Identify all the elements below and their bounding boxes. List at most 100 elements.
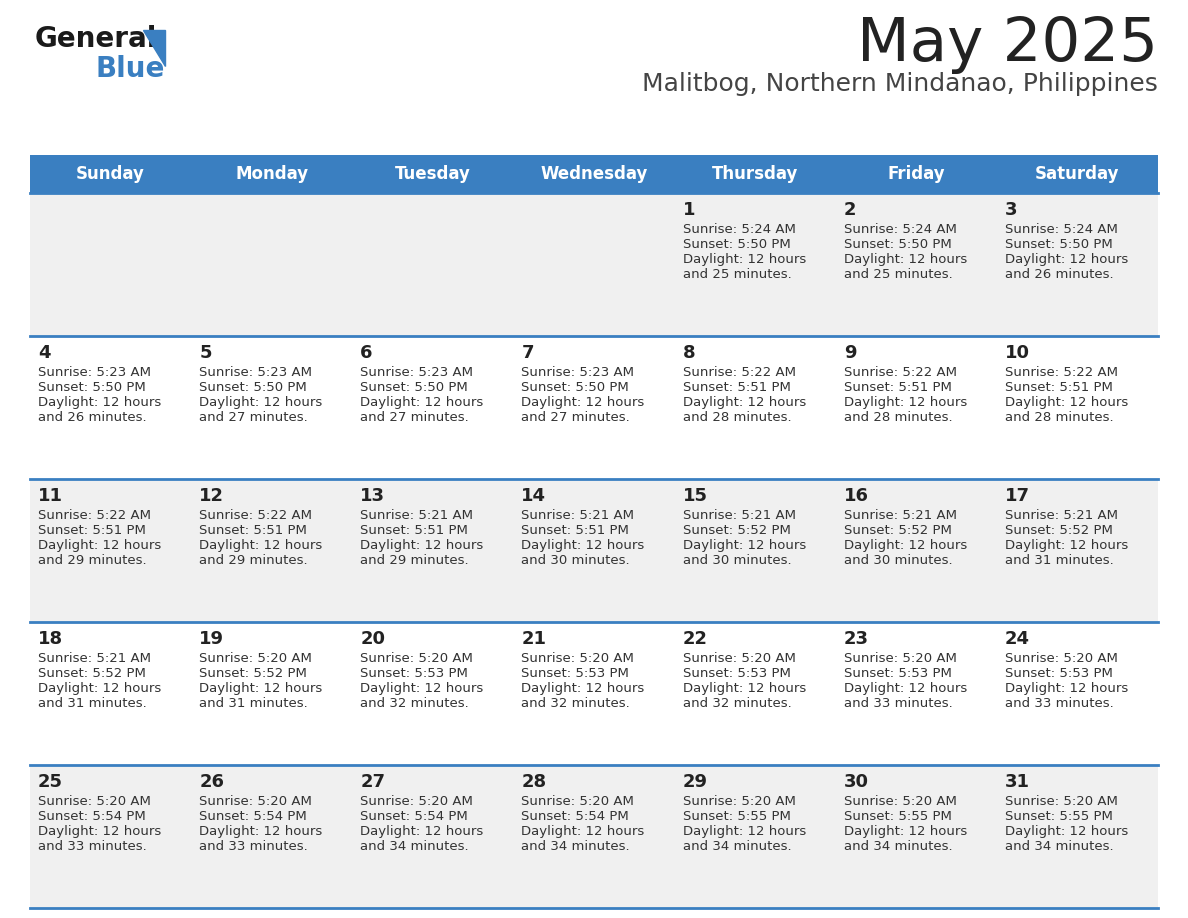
Bar [191, 622, 353, 765]
Text: Tuesday: Tuesday [394, 165, 470, 183]
Bar [191, 479, 353, 622]
Text: Daylight: 12 hours: Daylight: 12 hours [200, 825, 322, 838]
Text: Sunrise: 5:21 AM: Sunrise: 5:21 AM [38, 652, 151, 665]
Text: Sunset: 5:52 PM: Sunset: 5:52 PM [843, 524, 952, 537]
Text: 14: 14 [522, 487, 546, 505]
Bar [30, 479, 191, 622]
Text: Daylight: 12 hours: Daylight: 12 hours [38, 539, 162, 552]
Text: Daylight: 12 hours: Daylight: 12 hours [200, 682, 322, 695]
Text: Sunrise: 5:20 AM: Sunrise: 5:20 AM [38, 795, 151, 808]
Text: Sunrise: 5:23 AM: Sunrise: 5:23 AM [360, 366, 473, 379]
Text: 2: 2 [843, 201, 857, 219]
Bar [513, 155, 675, 193]
Text: 1: 1 [683, 201, 695, 219]
Text: Sunset: 5:51 PM: Sunset: 5:51 PM [360, 524, 468, 537]
Text: Daylight: 12 hours: Daylight: 12 hours [843, 253, 967, 266]
Bar [353, 193, 513, 336]
Text: 21: 21 [522, 630, 546, 648]
Text: Sunset: 5:52 PM: Sunset: 5:52 PM [38, 667, 146, 680]
Bar [191, 336, 353, 479]
Text: and 28 minutes.: and 28 minutes. [683, 411, 791, 424]
Text: Sunrise: 5:21 AM: Sunrise: 5:21 AM [843, 509, 956, 522]
Text: 17: 17 [1005, 487, 1030, 505]
Text: Daylight: 12 hours: Daylight: 12 hours [360, 539, 484, 552]
Text: Sunset: 5:50 PM: Sunset: 5:50 PM [683, 238, 790, 251]
Text: 20: 20 [360, 630, 385, 648]
Bar [997, 622, 1158, 765]
Text: and 31 minutes.: and 31 minutes. [38, 697, 147, 710]
Bar [835, 479, 997, 622]
Text: Sunset: 5:50 PM: Sunset: 5:50 PM [200, 381, 307, 394]
Text: Sunset: 5:55 PM: Sunset: 5:55 PM [683, 810, 790, 823]
Text: Daylight: 12 hours: Daylight: 12 hours [1005, 825, 1129, 838]
Text: Daylight: 12 hours: Daylight: 12 hours [200, 539, 322, 552]
Bar [513, 479, 675, 622]
Text: and 32 minutes.: and 32 minutes. [360, 697, 469, 710]
Bar [675, 193, 835, 336]
Text: and 31 minutes.: and 31 minutes. [1005, 554, 1113, 567]
Text: Sunrise: 5:24 AM: Sunrise: 5:24 AM [1005, 223, 1118, 236]
Text: Sunset: 5:51 PM: Sunset: 5:51 PM [522, 524, 630, 537]
Bar [675, 336, 835, 479]
Text: Sunrise: 5:22 AM: Sunrise: 5:22 AM [38, 509, 151, 522]
Text: Daylight: 12 hours: Daylight: 12 hours [522, 396, 645, 409]
Text: 8: 8 [683, 344, 695, 362]
Text: Sunrise: 5:21 AM: Sunrise: 5:21 AM [1005, 509, 1118, 522]
Text: Sunset: 5:53 PM: Sunset: 5:53 PM [522, 667, 630, 680]
Text: Daylight: 12 hours: Daylight: 12 hours [1005, 396, 1129, 409]
Text: Sunrise: 5:23 AM: Sunrise: 5:23 AM [200, 366, 312, 379]
Text: 10: 10 [1005, 344, 1030, 362]
Text: Thursday: Thursday [712, 165, 798, 183]
Text: 9: 9 [843, 344, 857, 362]
Text: Sunrise: 5:21 AM: Sunrise: 5:21 AM [360, 509, 473, 522]
Text: Sunrise: 5:22 AM: Sunrise: 5:22 AM [843, 366, 956, 379]
Bar [997, 155, 1158, 193]
Bar [513, 765, 675, 908]
Text: Daylight: 12 hours: Daylight: 12 hours [38, 396, 162, 409]
Text: and 34 minutes.: and 34 minutes. [360, 840, 469, 853]
Text: Sunrise: 5:20 AM: Sunrise: 5:20 AM [1005, 652, 1118, 665]
Text: 13: 13 [360, 487, 385, 505]
Text: Daylight: 12 hours: Daylight: 12 hours [1005, 253, 1129, 266]
Text: Sunset: 5:50 PM: Sunset: 5:50 PM [843, 238, 952, 251]
Text: General: General [34, 25, 157, 53]
Bar [835, 622, 997, 765]
Text: Daylight: 12 hours: Daylight: 12 hours [683, 539, 805, 552]
Text: Daylight: 12 hours: Daylight: 12 hours [522, 682, 645, 695]
Text: Sunset: 5:51 PM: Sunset: 5:51 PM [200, 524, 307, 537]
Text: and 34 minutes.: and 34 minutes. [683, 840, 791, 853]
Text: and 34 minutes.: and 34 minutes. [1005, 840, 1113, 853]
Text: Sunrise: 5:20 AM: Sunrise: 5:20 AM [522, 795, 634, 808]
Bar [30, 336, 191, 479]
Bar [997, 193, 1158, 336]
Text: Blue: Blue [95, 55, 164, 83]
Text: Sunset: 5:51 PM: Sunset: 5:51 PM [843, 381, 952, 394]
Bar [513, 193, 675, 336]
Text: and 33 minutes.: and 33 minutes. [1005, 697, 1113, 710]
Text: and 29 minutes.: and 29 minutes. [38, 554, 146, 567]
Text: and 34 minutes.: and 34 minutes. [843, 840, 953, 853]
Text: and 31 minutes.: and 31 minutes. [200, 697, 308, 710]
Polygon shape [143, 30, 165, 66]
Text: Sunrise: 5:20 AM: Sunrise: 5:20 AM [843, 652, 956, 665]
Text: 28: 28 [522, 773, 546, 791]
Bar [675, 479, 835, 622]
Text: Sunset: 5:55 PM: Sunset: 5:55 PM [1005, 810, 1113, 823]
Text: Sunset: 5:51 PM: Sunset: 5:51 PM [683, 381, 790, 394]
Text: 22: 22 [683, 630, 708, 648]
Text: Sunset: 5:54 PM: Sunset: 5:54 PM [200, 810, 307, 823]
Text: Sunrise: 5:22 AM: Sunrise: 5:22 AM [200, 509, 312, 522]
Bar [353, 155, 513, 193]
Text: Sunset: 5:52 PM: Sunset: 5:52 PM [200, 667, 307, 680]
Text: 29: 29 [683, 773, 708, 791]
Bar [997, 765, 1158, 908]
Bar [353, 479, 513, 622]
Text: and 26 minutes.: and 26 minutes. [1005, 268, 1113, 281]
Text: Daylight: 12 hours: Daylight: 12 hours [522, 825, 645, 838]
Text: Daylight: 12 hours: Daylight: 12 hours [843, 825, 967, 838]
Text: 7: 7 [522, 344, 533, 362]
Text: 31: 31 [1005, 773, 1030, 791]
Text: Sunrise: 5:20 AM: Sunrise: 5:20 AM [1005, 795, 1118, 808]
Text: Sunset: 5:54 PM: Sunset: 5:54 PM [522, 810, 630, 823]
Text: Sunrise: 5:20 AM: Sunrise: 5:20 AM [200, 795, 312, 808]
